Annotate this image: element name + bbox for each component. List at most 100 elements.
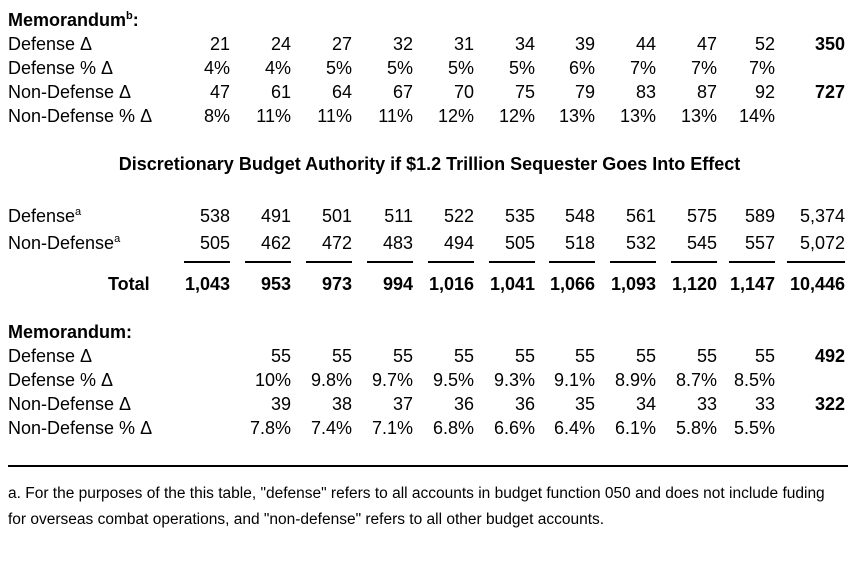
table-cell: 4%	[203, 58, 230, 78]
section-title: Discretionary Budget Authority if $1.2 T…	[118, 154, 741, 174]
table-cell: 1,147	[729, 274, 775, 294]
table-cell: 5%	[386, 58, 413, 78]
memo2-row: Non-Defense % Δ 7.8% 7.4% 7.1% 6.8% 6.6% 6.4% 6…	[0, 416, 859, 440]
table-cell: 33	[696, 394, 717, 414]
table-cell: 973	[321, 274, 352, 294]
table-cell: 70	[453, 82, 474, 102]
table-cell: 4%	[264, 58, 291, 78]
table-cell: 87	[696, 82, 717, 102]
memo1-heading: Memorandumb:	[8, 10, 139, 30]
row-total: 727	[814, 82, 845, 102]
table-cell: 9.1%	[553, 370, 595, 390]
table-cell: 589	[744, 206, 775, 226]
table-cell: 47	[696, 34, 717, 54]
table-cell: 7.1%	[371, 418, 413, 438]
table-cell: 1,093	[610, 274, 656, 294]
memo1-heading-row: Memorandumb:	[0, 8, 859, 32]
table-cell: 8.7%	[675, 370, 717, 390]
table-cell: 545	[686, 233, 717, 253]
sum-underline	[729, 261, 775, 263]
row-label: Non-Defense % Δ	[8, 106, 153, 126]
sum-underline	[184, 261, 230, 263]
table-cell: 491	[260, 206, 291, 226]
table-cell: 472	[321, 233, 352, 253]
table-cell: 11%	[317, 106, 352, 126]
table-cell: 55	[453, 346, 474, 366]
table-cell: 7.8%	[249, 418, 291, 438]
memo2-heading: Memorandum:	[8, 322, 133, 342]
row-label: Non-Defense % Δ	[8, 418, 153, 438]
row-label: Non-Defense Δ	[8, 82, 132, 102]
sum-underline	[610, 261, 656, 263]
row-label: Defense % Δ	[8, 370, 114, 390]
sum-underline	[787, 261, 845, 263]
memo2-row: Defense Δ 55 55 55 55 55 55 55 55 55 492	[0, 344, 859, 368]
table-cell: 575	[686, 206, 717, 226]
footnote: a. For the purposes of the this table, "…	[8, 485, 825, 528]
table-cell: 8%	[203, 106, 230, 126]
table-cell: 5%	[447, 58, 474, 78]
row-label: Non-Defensea	[8, 233, 121, 253]
table-cell: 494	[443, 233, 474, 253]
table-cell: 538	[199, 206, 230, 226]
table-cell: 1,016	[428, 274, 474, 294]
table-cell: 27	[331, 34, 352, 54]
table-cell: 11%	[256, 106, 291, 126]
row-total: 350	[814, 34, 845, 54]
table-cell: 39	[270, 394, 291, 414]
sum-underline	[306, 261, 352, 263]
row-label: Non-Defense Δ	[8, 394, 132, 414]
sum-underline	[428, 261, 474, 263]
table-cell: 55	[270, 346, 291, 366]
table-cell: 12%	[437, 106, 474, 126]
table-cell: 39	[574, 34, 595, 54]
table-cell: 483	[382, 233, 413, 253]
table-cell: 21	[209, 34, 230, 54]
row-total: 492	[814, 346, 845, 366]
row-total: 10,446	[789, 274, 845, 294]
table-cell: 9.8%	[310, 370, 352, 390]
memo1-row: Defense % Δ 4% 4% 5% 5% 5% 5% 6% 7% 7% 7%	[0, 56, 859, 80]
table-cell: 501	[321, 206, 352, 226]
row-total: 5,374	[799, 206, 845, 226]
table-cell: 9.3%	[493, 370, 535, 390]
table-cell: 47	[209, 82, 230, 102]
table-cell: 52	[754, 34, 775, 54]
table-cell: 1,041	[489, 274, 535, 294]
sum-underline	[245, 261, 291, 263]
table-cell: 64	[331, 82, 352, 102]
table-cell: 511	[384, 206, 413, 226]
table-cell: 8.9%	[614, 370, 656, 390]
memo1-row: Non-Defense Δ 47 61 64 67 70 75 79 83 87 92 727	[0, 80, 859, 104]
sum-underline	[671, 261, 717, 263]
table-cell: 79	[574, 82, 595, 102]
table-cell: 61	[270, 82, 291, 102]
table-cell: 6.8%	[432, 418, 474, 438]
row-total: 5,072	[799, 233, 845, 253]
row-label: Defense Δ	[8, 346, 93, 366]
table-cell: 522	[443, 206, 474, 226]
table-cell: 7%	[748, 58, 775, 78]
table-cell: 33	[754, 394, 775, 414]
table-cell: 12%	[498, 106, 535, 126]
table-cell: 6%	[568, 58, 595, 78]
table-cell: 55	[754, 346, 775, 366]
table-cell: 5%	[325, 58, 352, 78]
table-cell: 13%	[680, 106, 717, 126]
table-cell: 5.8%	[675, 418, 717, 438]
table-cell: 518	[564, 233, 595, 253]
table-cell: 11%	[378, 106, 413, 126]
table-cell: 548	[564, 206, 595, 226]
table-cell: 24	[270, 34, 291, 54]
table-cell: 535	[504, 206, 535, 226]
memo1-row: Defense Δ 21 24 27 32 31 34 39 44 47 52 350	[0, 32, 859, 56]
table-cell: 6.4%	[553, 418, 595, 438]
table-cell: 36	[514, 394, 535, 414]
table-cell: 7%	[690, 58, 717, 78]
table-cell: 13%	[619, 106, 656, 126]
table-cell: 1,066	[549, 274, 595, 294]
table-cell: 505	[504, 233, 535, 253]
table-cell: 55	[392, 346, 413, 366]
sum-underline	[367, 261, 413, 263]
table-cell: 34	[514, 34, 535, 54]
